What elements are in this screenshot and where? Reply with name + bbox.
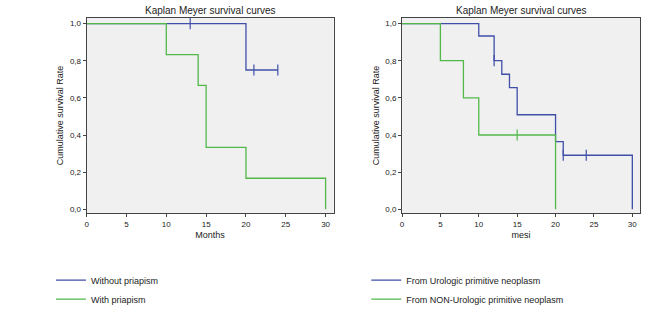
svg-text:0,8: 0,8 (385, 57, 397, 66)
svg-text:15: 15 (202, 220, 211, 229)
svg-text:0,4: 0,4 (70, 131, 82, 140)
svg-text:5: 5 (438, 220, 443, 229)
svg-text:10: 10 (474, 220, 483, 229)
svg-text:5: 5 (124, 220, 129, 229)
svg-text:0: 0 (84, 220, 89, 229)
svg-text:10: 10 (162, 220, 171, 229)
svg-text:Kaplan Meyer survival curves: Kaplan Meyer survival curves (145, 5, 276, 16)
svg-text:0,6: 0,6 (70, 94, 82, 103)
svg-text:30: 30 (321, 220, 330, 229)
svg-text:From Urologic primitive neopla: From Urologic primitive neoplasm (406, 276, 540, 286)
svg-text:0,6: 0,6 (385, 94, 397, 103)
svg-text:0,2: 0,2 (70, 168, 82, 177)
svg-text:1,0: 1,0 (385, 19, 397, 28)
svg-text:20: 20 (242, 220, 251, 229)
svg-text:0,0: 0,0 (70, 205, 82, 214)
svg-text:0,2: 0,2 (385, 168, 397, 177)
svg-text:25: 25 (589, 220, 598, 229)
svg-text:20: 20 (551, 220, 560, 229)
svg-text:0,4: 0,4 (385, 131, 397, 140)
svg-text:With priapism: With priapism (91, 295, 146, 305)
svg-text:15: 15 (513, 220, 522, 229)
svg-text:Without priapism: Without priapism (91, 276, 158, 286)
svg-text:1,0: 1,0 (70, 19, 82, 28)
svg-text:0: 0 (400, 220, 405, 229)
svg-text:mesi: mesi (511, 230, 530, 240)
svg-text:0,0: 0,0 (385, 205, 397, 214)
svg-text:Cumulative survival Rate: Cumulative survival Rate (55, 66, 65, 166)
svg-text:Cumulative survival Rate: Cumulative survival Rate (371, 66, 381, 166)
svg-text:Kaplan Meyer survival curves: Kaplan Meyer survival curves (456, 5, 587, 16)
svg-text:0,8: 0,8 (70, 57, 82, 66)
svg-text:From NON-Urologic primitive ne: From NON-Urologic primitive neoplasm (406, 295, 563, 305)
svg-text:25: 25 (281, 220, 290, 229)
svg-text:Months: Months (195, 230, 225, 240)
svg-text:30: 30 (628, 220, 637, 229)
